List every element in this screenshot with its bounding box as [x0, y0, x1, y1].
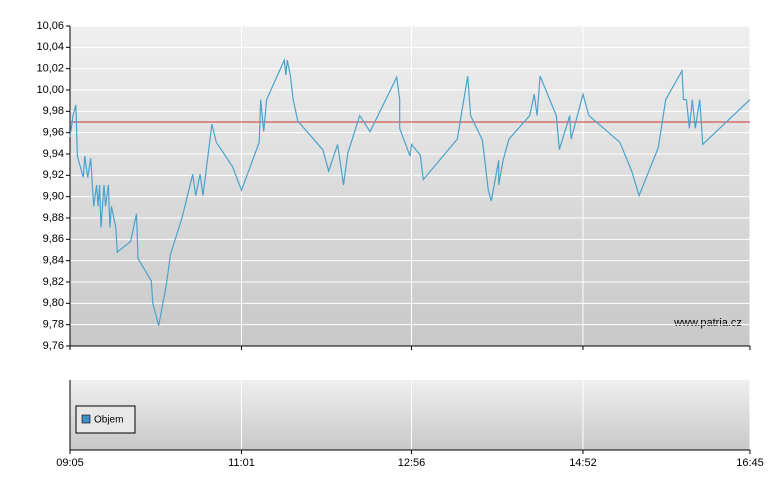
x-tick-label: 11:01: [228, 457, 255, 469]
x-tick-label: 14:52: [569, 457, 597, 469]
legend-swatch: [81, 414, 91, 424]
y-tick-label: 10,04: [36, 41, 64, 53]
x-tick-label: 16:45: [736, 457, 764, 469]
y-tick-label: 10,02: [36, 63, 64, 75]
x-tick-label: 12:56: [398, 457, 426, 469]
price-plot-area: [70, 26, 750, 346]
y-tick-label: 9,92: [43, 169, 64, 181]
y-tick-label: 9,78: [43, 319, 64, 331]
x-tick-label: 09:05: [56, 457, 84, 469]
y-tick-label: 9,76: [43, 340, 64, 352]
y-tick-label: 9,96: [43, 127, 64, 139]
y-tick-label: 9,82: [43, 276, 64, 288]
y-tick-label: 9,88: [43, 212, 64, 224]
y-tick-label: 10,06: [36, 20, 64, 32]
y-tick-label: 9,84: [43, 255, 64, 267]
y-tick-label: 9,86: [43, 233, 64, 245]
price-line: [69, 57, 751, 326]
y-tick-label: 9,80: [43, 297, 64, 309]
y-tick-label: 10,00: [36, 84, 64, 96]
y-tick-label: 9,98: [43, 105, 64, 117]
y-tick-label: 9,94: [43, 148, 64, 160]
volume-plot-area: [70, 380, 750, 450]
legend-label: Objem: [94, 415, 123, 426]
watermark: www.patria.cz: [673, 317, 742, 329]
y-tick-label: 9,90: [43, 191, 64, 203]
